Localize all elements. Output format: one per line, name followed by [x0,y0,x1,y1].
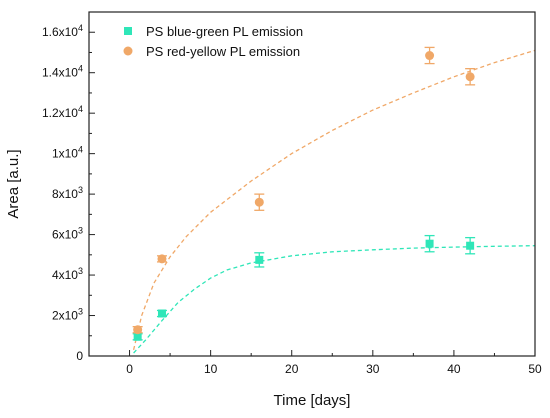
marker-square [133,332,142,341]
y-axis-title: Area [a.u.] [5,149,22,218]
legend-label-blue-green: PS blue-green PL emission [146,24,303,39]
y-tick-label: 8x103 [52,185,83,201]
data-point [424,234,435,253]
plot-frame [88,11,536,357]
x-axis-title: Time [days] [274,392,351,409]
marker-square [157,309,166,318]
data-point [465,236,476,255]
fit-curves [132,49,536,354]
marker-circle [133,325,143,335]
y-tick-label: 1.4x104 [42,64,83,80]
y-tick-label: 1.2x104 [42,104,83,120]
marker-square [466,241,475,250]
y-axis-ticks: 0 2x103 4x103 6x103 8x103 1x104 1.2x104 1.4x104… [42,23,95,363]
marker-square [255,255,264,264]
marker-circle [254,197,264,207]
x-tick-label: 10 [204,362,218,376]
x-tick-label: 0 [126,362,133,376]
fit-curve-1 [132,49,536,351]
data-point [465,68,476,86]
data-point [254,193,265,211]
y-tick-label: 4x103 [52,266,83,282]
marker-circle [425,51,435,61]
y-tick-label: 1.6x104 [42,23,83,39]
x-tick-label: 30 [366,362,380,376]
fit-curve-0 [133,245,536,354]
y-tick-label: 2x103 [52,307,83,323]
data-point [132,325,143,335]
x-tick-label: 20 [285,362,299,376]
data-points [132,46,476,341]
x-tick-label: 50 [528,362,542,376]
data-point [254,252,265,268]
data-point [156,254,167,264]
legend: PS blue-green PL emission PS red-yellow … [123,24,303,59]
x-tick-label: 40 [447,362,461,376]
legend-marker-blue-green [124,27,132,35]
y-tick-label: 0 [76,349,83,363]
marker-circle [465,72,475,82]
marker-circle [157,254,167,264]
y-tick-label: 1x104 [52,145,83,161]
data-point [424,46,435,65]
y-tick-label: 6x103 [52,226,83,242]
data-point [156,309,167,318]
x-axis-ticks: 0 10 20 30 40 50 [88,350,542,376]
legend-marker-red-yellow [123,46,133,56]
legend-label-red-yellow: PS red-yellow PL emission [146,44,300,59]
marker-square [425,239,434,248]
